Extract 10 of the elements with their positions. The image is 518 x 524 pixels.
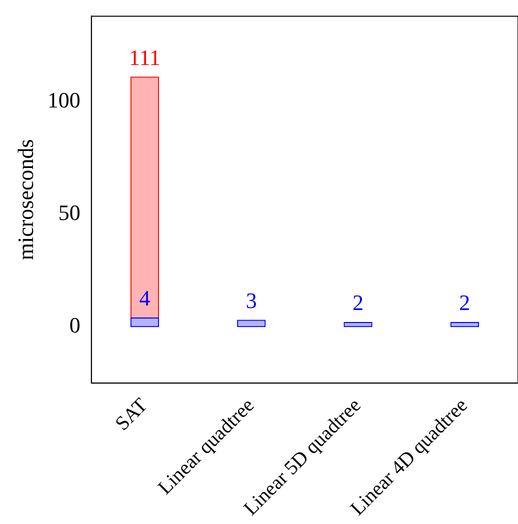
y-tick-label: 0	[69, 312, 80, 338]
y-axis-title: microseconds	[12, 139, 38, 260]
data-label: 2	[352, 290, 364, 316]
data-label: 2	[459, 290, 470, 316]
data-label: 4	[139, 286, 150, 311]
x-tick-label: SAT	[111, 394, 152, 435]
data-label: 3	[246, 288, 257, 313]
data-label: 111	[129, 44, 160, 70]
y-tick-label: 100	[47, 88, 80, 113]
y-tick-label: 50	[58, 200, 80, 226]
